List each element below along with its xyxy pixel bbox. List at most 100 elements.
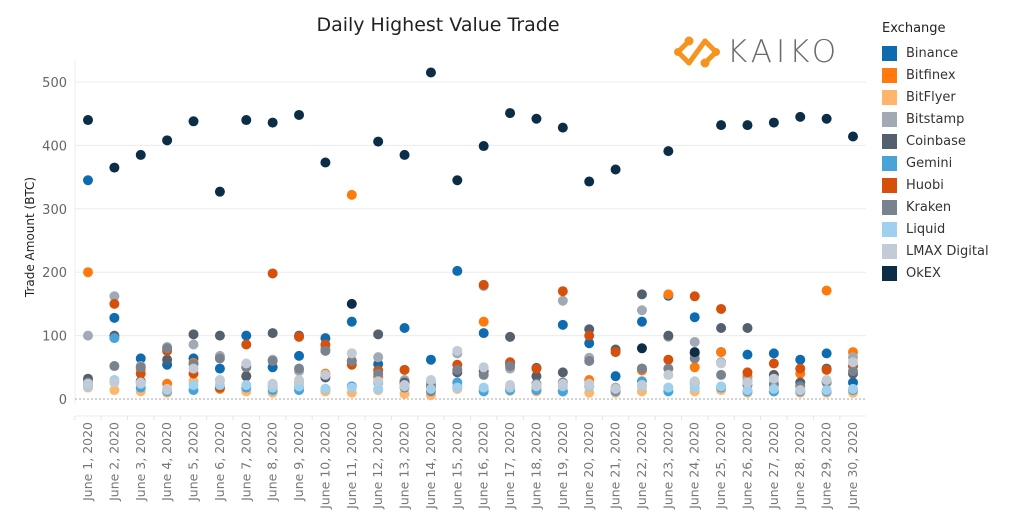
data-point[interactable]: [109, 361, 120, 372]
legend-item-bitfinex[interactable]: Bitfinex: [882, 64, 989, 86]
data-point[interactable]: [320, 369, 331, 380]
data-point[interactable]: [557, 122, 568, 133]
data-point[interactable]: [636, 380, 647, 391]
data-point[interactable]: [109, 377, 120, 388]
data-point[interactable]: [241, 371, 252, 382]
data-point[interactable]: [294, 109, 305, 120]
data-point[interactable]: [399, 380, 410, 391]
data-point[interactable]: [636, 343, 647, 354]
data-point[interactable]: [505, 331, 516, 342]
data-point[interactable]: [373, 352, 384, 363]
legend-item-binance[interactable]: Binance: [882, 42, 989, 64]
data-point[interactable]: [663, 369, 674, 380]
data-point[interactable]: [294, 363, 305, 374]
data-point[interactable]: [716, 347, 727, 358]
data-point[interactable]: [531, 380, 542, 391]
data-point[interactable]: [716, 358, 727, 369]
data-point[interactable]: [373, 376, 384, 387]
data-point[interactable]: [188, 339, 199, 350]
data-point[interactable]: [214, 330, 225, 341]
data-point[interactable]: [768, 373, 779, 384]
data-point[interactable]: [478, 369, 489, 380]
data-point[interactable]: [716, 120, 727, 131]
data-point[interactable]: [241, 339, 252, 350]
data-point[interactable]: [768, 348, 779, 359]
data-point[interactable]: [83, 175, 93, 186]
data-point[interactable]: [557, 295, 568, 306]
data-point[interactable]: [557, 286, 568, 297]
data-point[interactable]: [610, 371, 621, 382]
data-point[interactable]: [716, 369, 727, 380]
data-point[interactable]: [267, 355, 278, 366]
data-point[interactable]: [742, 349, 753, 360]
legend-item-coinbase[interactable]: Coinbase: [882, 130, 989, 152]
data-point[interactable]: [848, 366, 858, 377]
data-point[interactable]: [214, 374, 225, 385]
data-point[interactable]: [742, 120, 753, 131]
data-point[interactable]: [188, 363, 199, 374]
data-point[interactable]: [768, 383, 779, 394]
data-point[interactable]: [83, 267, 93, 278]
data-point[interactable]: [795, 385, 806, 396]
data-point[interactable]: [399, 364, 410, 375]
data-point[interactable]: [452, 265, 463, 276]
data-point[interactable]: [821, 385, 832, 396]
data-point[interactable]: [188, 380, 199, 391]
data-point[interactable]: [505, 108, 516, 119]
data-point[interactable]: [162, 354, 173, 365]
data-point[interactable]: [742, 377, 753, 388]
data-point[interactable]: [399, 322, 410, 333]
data-point[interactable]: [821, 364, 832, 375]
data-point[interactable]: [241, 115, 252, 126]
data-point[interactable]: [689, 291, 700, 302]
data-point[interactable]: [716, 322, 727, 333]
data-point[interactable]: [557, 319, 568, 330]
data-point[interactable]: [795, 354, 806, 365]
data-point[interactable]: [320, 157, 331, 168]
data-point[interactable]: [584, 355, 595, 366]
data-point[interactable]: [267, 378, 278, 389]
data-point[interactable]: [109, 312, 120, 323]
data-point[interactable]: [689, 312, 700, 323]
data-point[interactable]: [848, 357, 858, 368]
legend-item-kraken[interactable]: Kraken: [882, 196, 989, 218]
data-point[interactable]: [373, 136, 384, 147]
data-point[interactable]: [531, 363, 542, 374]
data-point[interactable]: [821, 348, 832, 359]
data-point[interactable]: [636, 363, 647, 374]
data-point[interactable]: [557, 378, 568, 389]
data-point[interactable]: [742, 385, 753, 396]
data-point[interactable]: [584, 378, 595, 389]
data-point[interactable]: [663, 354, 674, 365]
legend-item-bitflyer[interactable]: BitFlyer: [882, 86, 989, 108]
data-point[interactable]: [294, 350, 305, 361]
data-point[interactable]: [584, 330, 595, 341]
data-point[interactable]: [689, 376, 700, 387]
data-point[interactable]: [584, 176, 595, 187]
data-point[interactable]: [452, 382, 463, 393]
data-point[interactable]: [346, 348, 357, 359]
data-point[interactable]: [162, 135, 173, 146]
data-point[interactable]: [294, 374, 305, 385]
data-point[interactable]: [109, 291, 120, 302]
data-point[interactable]: [109, 385, 120, 396]
data-point[interactable]: [689, 347, 700, 358]
data-point[interactable]: [636, 289, 647, 300]
data-point[interactable]: [241, 380, 252, 391]
data-point[interactable]: [294, 331, 305, 342]
data-point[interactable]: [267, 268, 278, 279]
data-point[interactable]: [109, 162, 120, 173]
data-point[interactable]: [452, 175, 463, 186]
data-point[interactable]: [346, 355, 357, 366]
data-point[interactable]: [478, 141, 489, 152]
data-point[interactable]: [214, 186, 225, 197]
data-point[interactable]: [663, 382, 674, 393]
data-point[interactable]: [162, 383, 173, 394]
data-point[interactable]: [267, 328, 278, 339]
data-point[interactable]: [821, 374, 832, 385]
data-point[interactable]: [373, 383, 384, 394]
data-point[interactable]: [821, 285, 832, 296]
data-point[interactable]: [452, 345, 463, 356]
data-point[interactable]: [109, 298, 120, 309]
data-point[interactable]: [425, 354, 436, 365]
